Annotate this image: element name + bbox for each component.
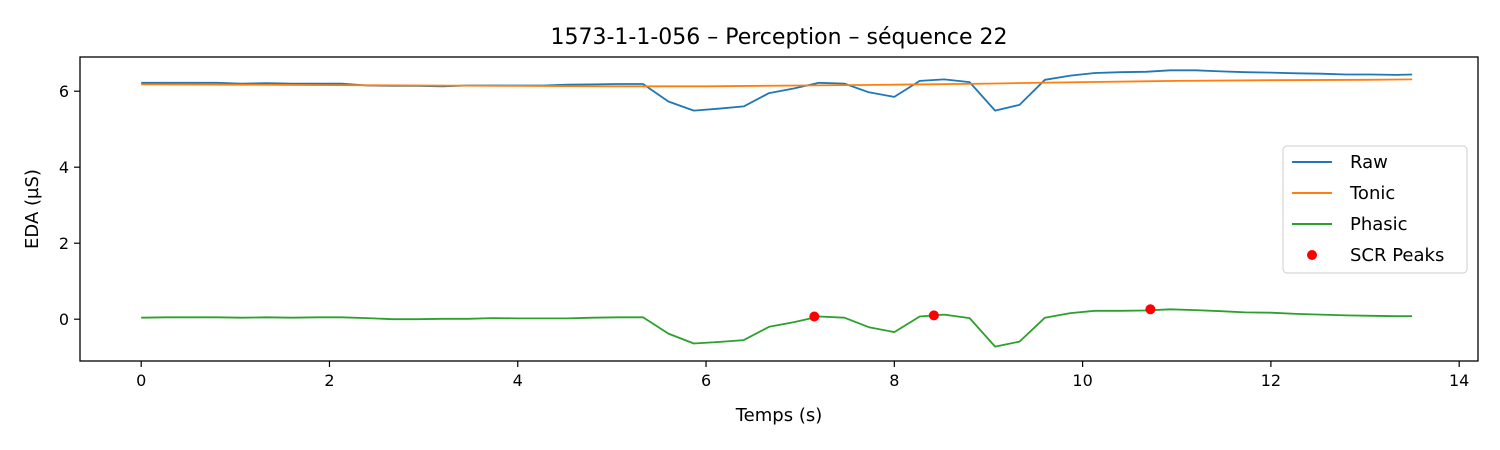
y-axis-label: EDA (µS)	[22, 169, 43, 249]
y-tick-label: 6	[59, 82, 69, 101]
plot-area	[141, 69, 1413, 348]
x-tick-label: 10	[1072, 371, 1092, 390]
legend-box	[1282, 145, 1468, 274]
x-tick-label: 6	[701, 371, 711, 390]
series-line-phasic	[141, 308, 1413, 348]
scr-peak-point	[809, 311, 820, 322]
x-axis-ticks: 0 2 4 6 8 10 12 14	[136, 361, 1469, 390]
x-tick-label: 2	[324, 371, 334, 390]
scr-peak-point	[928, 310, 939, 321]
series-line-raw	[141, 69, 1413, 112]
y-tick-label: 2	[59, 234, 69, 253]
legend: Raw Tonic Phasic SCR Peaks	[1282, 145, 1468, 274]
x-axis-label: Temps (s)	[735, 405, 823, 426]
legend-label-phasic: Phasic	[1350, 214, 1408, 235]
legend-label-tonic: Tonic	[1349, 183, 1395, 204]
y-axis-ticks: 0 2 4 6	[59, 82, 80, 329]
x-tick-label: 4	[513, 371, 523, 390]
chart-title: 1573-1-1-056 – Perception – séquence 22	[550, 25, 1007, 50]
series-line-tonic	[141, 78, 1413, 88]
plot-frame	[79, 56, 1479, 362]
x-tick-label: 12	[1261, 371, 1281, 390]
x-tick-label: 14	[1449, 371, 1469, 390]
legend-label-peaks: SCR Peaks	[1350, 245, 1444, 266]
legend-label-raw: Raw	[1350, 152, 1388, 173]
x-tick-label: 0	[136, 371, 146, 390]
scr-peak-point	[1145, 304, 1156, 315]
y-tick-label: 0	[59, 310, 69, 329]
legend-swatch-peaks	[1307, 250, 1317, 260]
y-tick-label: 4	[59, 158, 69, 177]
x-tick-label: 8	[889, 371, 899, 390]
